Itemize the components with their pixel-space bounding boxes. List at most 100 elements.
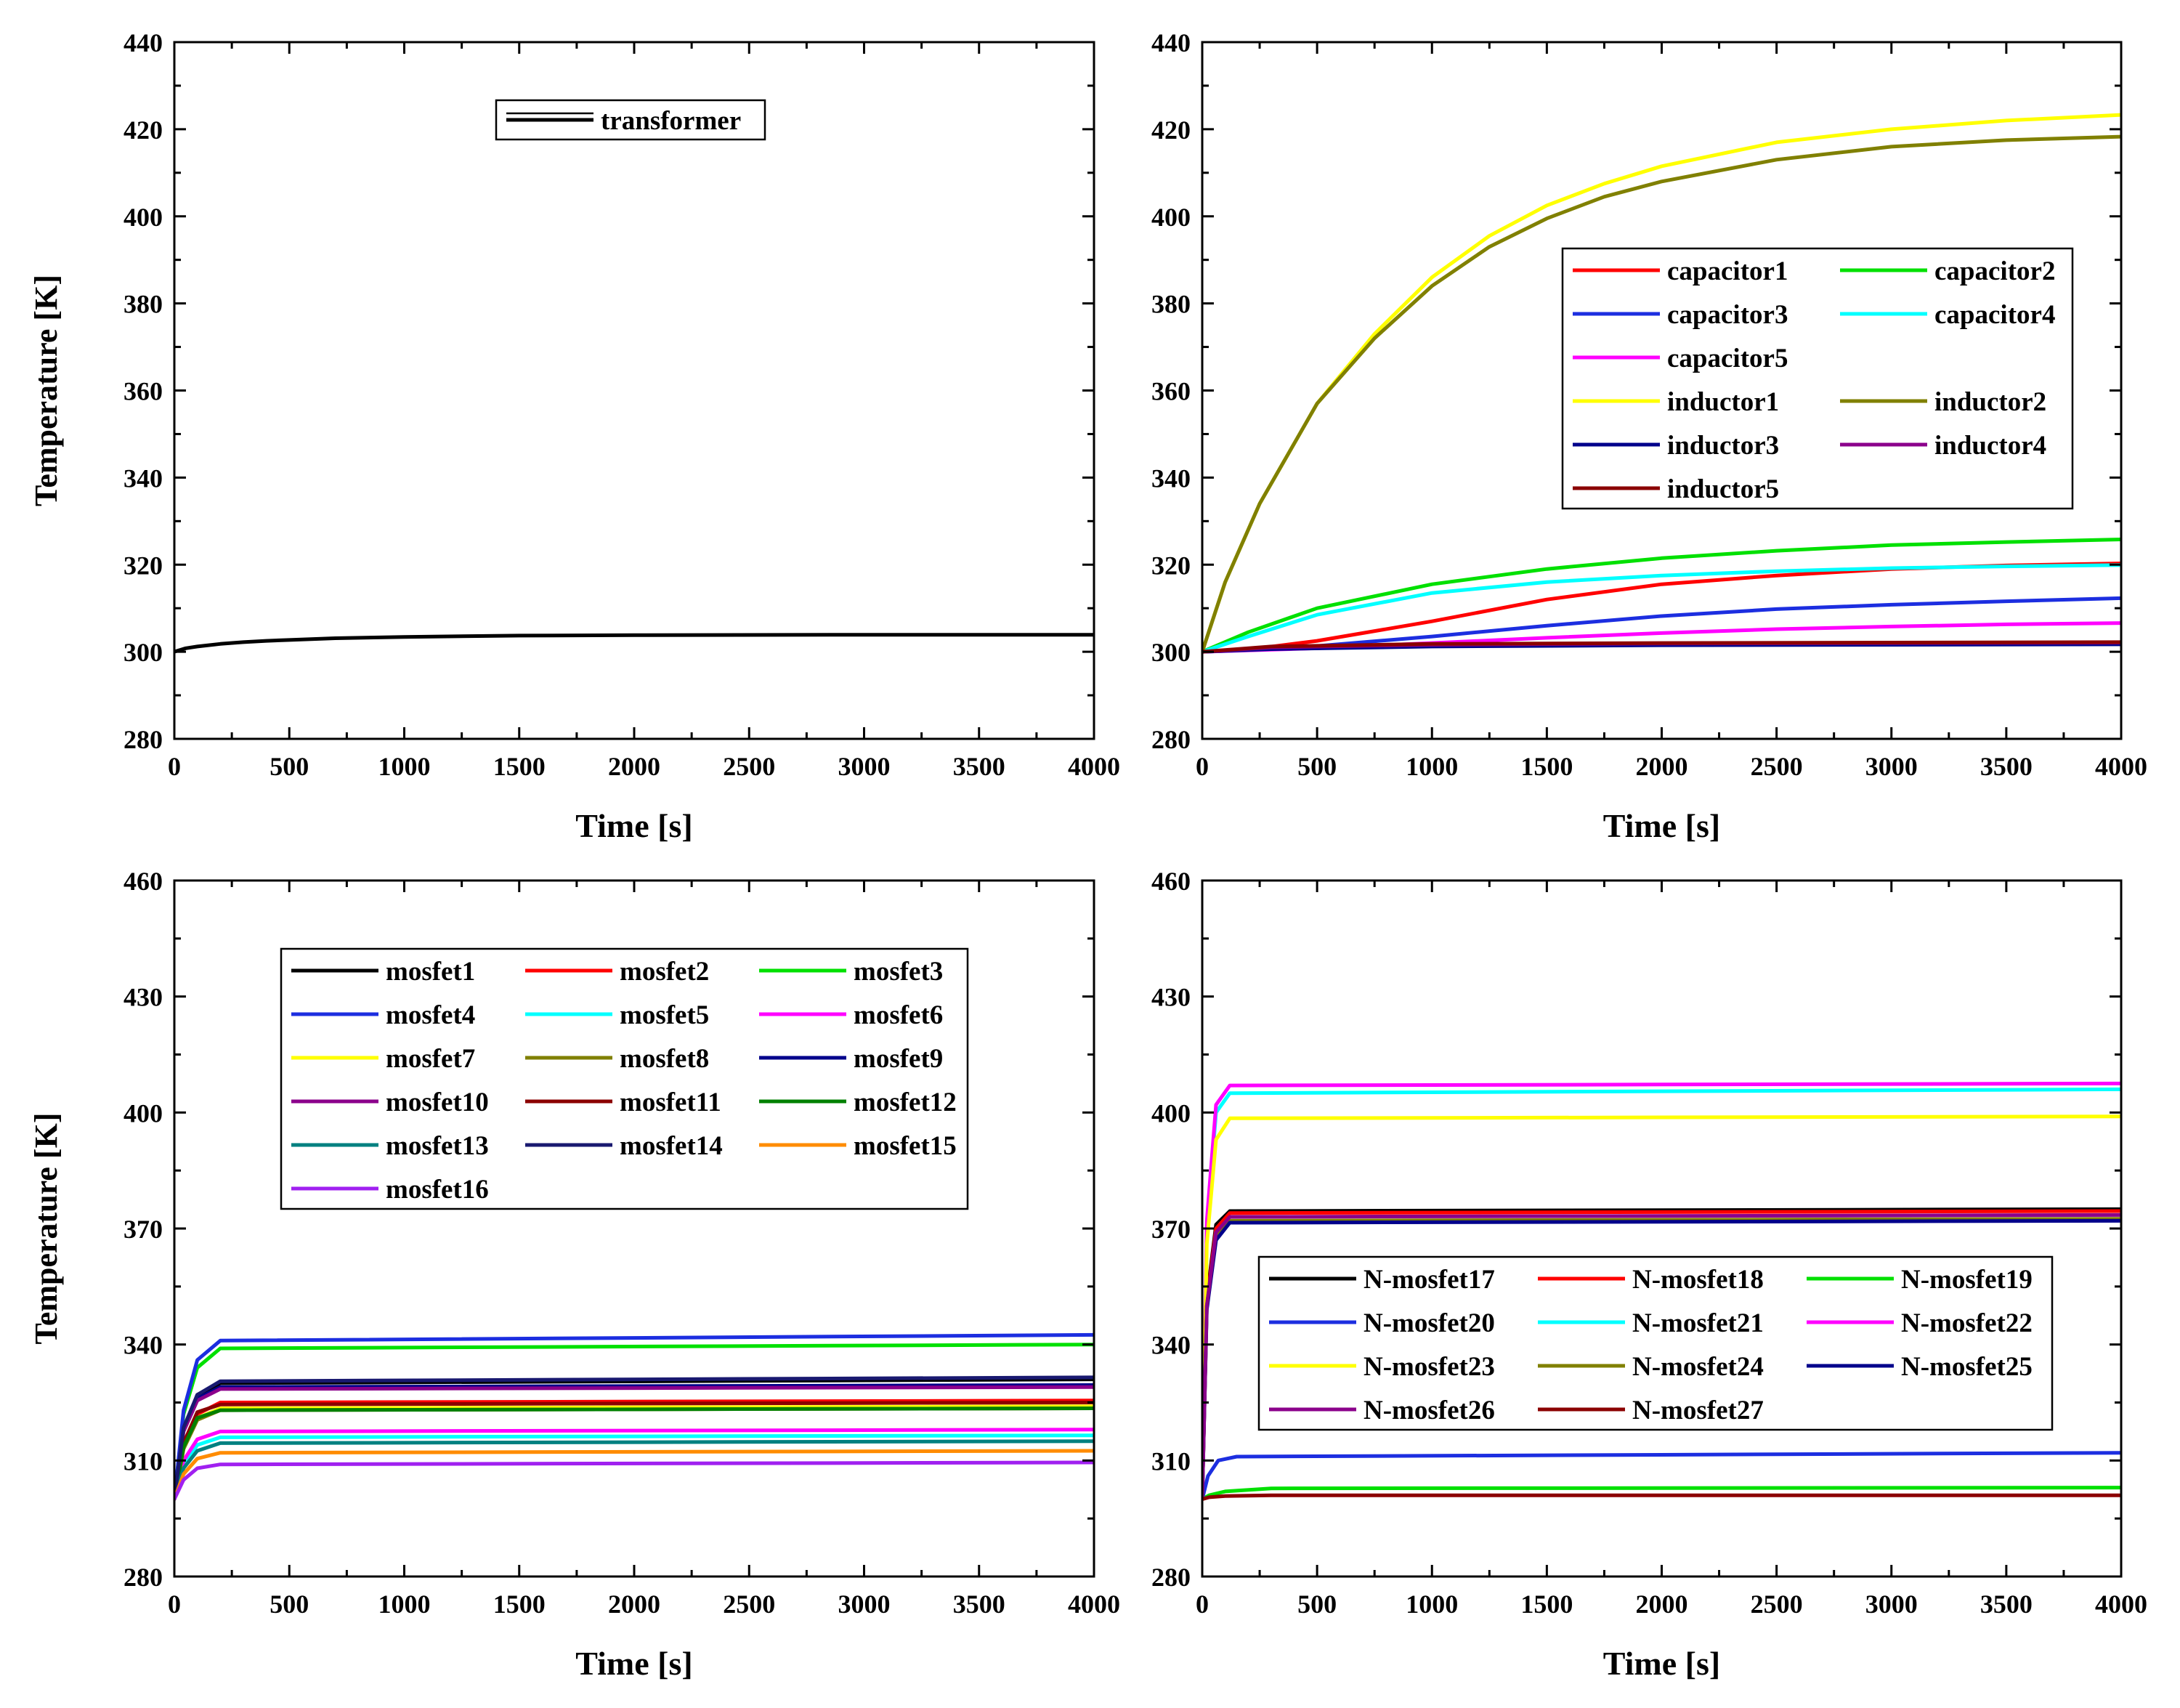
x-tick-label: 3500 <box>1980 752 2033 781</box>
y-tick-label: 320 <box>123 551 163 580</box>
x-tick-label: 500 <box>270 752 309 781</box>
legend-label: mosfet16 <box>386 1175 489 1205</box>
x-tick-label: 2000 <box>608 752 660 781</box>
y-tick-label: 440 <box>1151 28 1191 57</box>
x-tick-label: 3000 <box>1865 752 1918 781</box>
series-line-inductor2 <box>1202 134 2121 654</box>
x-tick-label: 0 <box>1196 752 1209 781</box>
y-tick-label: 280 <box>123 1563 163 1592</box>
legend-label: N-mosfet21 <box>1632 1308 1764 1338</box>
x-tick-label: 3000 <box>838 752 891 781</box>
y-tick-label: 400 <box>123 203 163 232</box>
legend-item: N-mosfet27 <box>1538 1396 1764 1425</box>
legend-item: mosfet11 <box>525 1088 721 1117</box>
legend-label: mosfet8 <box>620 1044 709 1074</box>
legend-item: inductor4 <box>1840 431 2046 461</box>
series-line-N-mosfet27 <box>1202 1493 2121 1502</box>
series-group <box>1202 113 2121 654</box>
legend: mosfet1 mosfet2 mosfet3 mosfet4 mosfet5 mosfe… <box>280 947 969 1210</box>
y-tick-label: 340 <box>123 1331 163 1360</box>
legend-label: N-mosfet23 <box>1363 1352 1495 1382</box>
panel-capacitors-inductors: 0 500 1000 1500 2000 2500 3000 3500 4000 280 300 32… <box>1151 28 2147 844</box>
series-line-mosfet16 <box>174 1460 1094 1502</box>
legend: transformer <box>495 99 766 141</box>
series-line-mosfet4 <box>174 1332 1094 1502</box>
legend-item: inductor2 <box>1840 387 2046 417</box>
legend-label: mosfet14 <box>620 1131 723 1161</box>
legend-item: mosfet5 <box>525 1000 709 1030</box>
y-tick-label: 370 <box>123 1215 163 1244</box>
legend-item: mosfet8 <box>525 1044 709 1074</box>
legend-label: N-mosfet22 <box>1901 1308 2033 1338</box>
x-tick-label: 1500 <box>1520 1590 1573 1619</box>
legend-label: capacitor2 <box>1934 256 2055 286</box>
x-axis-title: Time [s] <box>1603 1645 1720 1682</box>
y-tick-label: 340 <box>123 464 163 493</box>
x-tick-label: 3000 <box>838 1590 891 1619</box>
x-tick-label: 1500 <box>493 1590 546 1619</box>
legend-item: N-mosfet24 <box>1538 1352 1764 1382</box>
y-tick-label: 300 <box>123 638 163 667</box>
legend-item: capacitor4 <box>1840 300 2055 330</box>
y-tick-label: 400 <box>123 1098 163 1128</box>
legend-label: mosfet10 <box>386 1088 489 1117</box>
x-tick-label: 4000 <box>1068 752 1120 781</box>
legend-item: mosfet3 <box>759 957 943 987</box>
x-tick-label: 1000 <box>1406 1590 1458 1619</box>
panel-mosfets: 0 500 1000 1500 2000 2500 3000 3500 4000 280 310 34… <box>28 867 1120 1682</box>
x-tick-label: 4000 <box>2095 752 2147 781</box>
legend-label: N-mosfet17 <box>1363 1265 1495 1295</box>
legend-item: mosfet2 <box>525 957 709 987</box>
legend-label: capacitor1 <box>1667 256 1788 286</box>
y-tick-label: 380 <box>123 290 163 319</box>
y-tick-label: 420 <box>123 116 163 145</box>
x-tick-label: 2500 <box>1751 752 1803 781</box>
legend-label: inductor4 <box>1934 431 2046 461</box>
legend-label: capacitor3 <box>1667 300 1788 330</box>
x-tick-label: 2500 <box>723 1590 775 1619</box>
legend-label: N-mosfet27 <box>1632 1396 1764 1425</box>
legend-item: inductor5 <box>1573 474 1779 504</box>
legend: N-mosfet17 N-mosfet18 N-mosfet19 N-mosfet20… <box>1257 1255 2054 1431</box>
legend-label: N-mosfet18 <box>1632 1265 1764 1295</box>
legend-item: mosfet10 <box>291 1088 489 1117</box>
y-tick-label: 310 <box>1151 1446 1191 1476</box>
x-tick-label: 3500 <box>953 1590 1005 1619</box>
x-tick-label: 3500 <box>1980 1590 2033 1619</box>
legend-label: mosfet4 <box>386 1000 475 1030</box>
legend-label: N-mosfet24 <box>1632 1352 1764 1382</box>
x-tick-label: 1500 <box>1520 752 1573 781</box>
legend-box <box>1561 247 2074 510</box>
legend-item: mosfet6 <box>759 1000 943 1030</box>
x-tick-label: 4000 <box>1068 1590 1120 1619</box>
x-tick-label: 2000 <box>1636 1590 1688 1619</box>
legend-label: mosfet5 <box>620 1000 709 1030</box>
y-tick-label: 440 <box>123 28 163 57</box>
x-tick-label: 2000 <box>1636 752 1688 781</box>
series-group <box>174 633 1094 654</box>
y-tick-label: 360 <box>1151 377 1191 406</box>
legend-item: inductor1 <box>1573 387 1779 417</box>
legend-label: mosfet6 <box>854 1000 943 1030</box>
x-tick-label: 1500 <box>493 752 546 781</box>
legend-item: mosfet1 <box>291 957 475 987</box>
legend-item: capacitor1 <box>1573 256 1788 286</box>
legend-label: mosfet13 <box>386 1131 489 1161</box>
legend-label: mosfet15 <box>854 1131 957 1161</box>
x-tick-label: 500 <box>1297 752 1337 781</box>
legend-item: N-mosfet23 <box>1269 1352 1495 1382</box>
legend-item: mosfet13 <box>291 1131 489 1161</box>
panel-n-mosfets: 0 500 1000 1500 2000 2500 3000 3500 4000 280 310 34… <box>1151 867 2147 1682</box>
series-line-capacitor2 <box>1202 538 2121 654</box>
legend-item: N-mosfet19 <box>1807 1265 2033 1295</box>
legend-item: mosfet15 <box>759 1131 957 1161</box>
legend-item: mosfet16 <box>291 1175 489 1205</box>
legend-item: mosfet9 <box>759 1044 943 1074</box>
legend-item: capacitor2 <box>1840 256 2055 286</box>
y-tick-label: 460 <box>1151 867 1191 896</box>
y-tick-label: 400 <box>1151 203 1191 232</box>
legend-item: N-mosfet22 <box>1807 1308 2033 1338</box>
x-tick-label: 500 <box>270 1590 309 1619</box>
y-tick-label: 400 <box>1151 1098 1191 1128</box>
y-tick-label: 360 <box>123 377 163 406</box>
